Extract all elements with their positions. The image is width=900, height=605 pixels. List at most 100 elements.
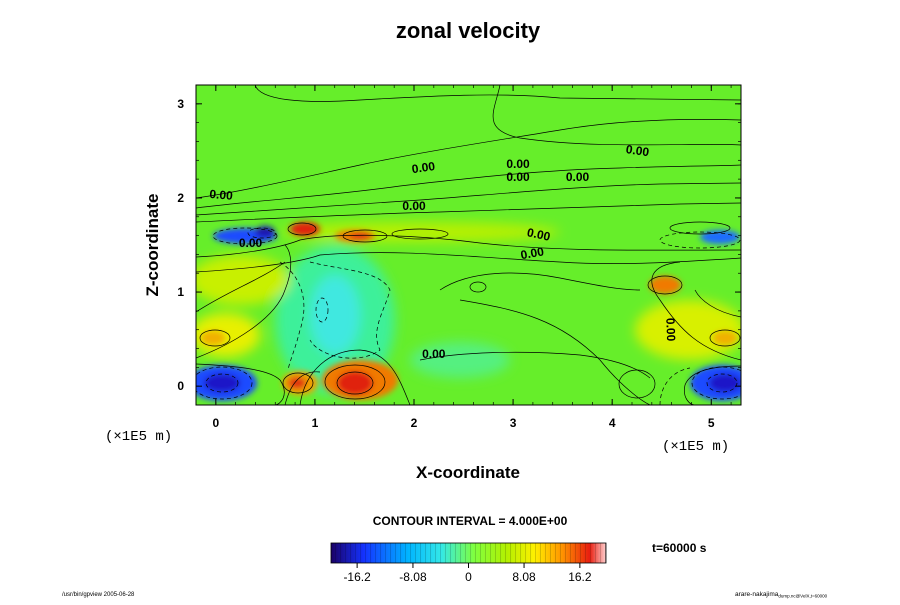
footer-right-sub: dump.nc@VelX,t=60000 xyxy=(778,594,827,599)
left-jet-min-core xyxy=(204,374,240,392)
y-tick-label: 1 xyxy=(177,285,184,299)
contour-line xyxy=(342,229,388,243)
shear-max-left xyxy=(290,222,320,236)
footer-right: arare-nakajimadump.nc@VelX,t=60000 xyxy=(735,591,828,599)
left-lower-max xyxy=(201,331,225,345)
y-tick-label: 0 xyxy=(177,379,184,393)
contour-label: 0.00 xyxy=(402,199,426,213)
footer-right-main: arare-nakajima xyxy=(735,591,779,598)
contour-line xyxy=(196,202,741,223)
central-cyan-core xyxy=(310,275,360,355)
contour-line xyxy=(196,252,741,273)
chart-title: zonal velocity xyxy=(396,18,541,43)
colorbar-level-ticks xyxy=(331,543,606,563)
colorbar-tick-label: 16.2 xyxy=(568,570,592,584)
contour-label: 0.00 xyxy=(239,236,263,250)
contour-line xyxy=(196,182,741,216)
contour-label: 0.00 xyxy=(519,244,545,262)
colorbar-tick-label: 8.08 xyxy=(512,570,536,584)
colorbar: -16.2 -8.08 0 8.08 16.2 xyxy=(330,542,607,584)
y-tick-label: 3 xyxy=(177,97,184,111)
x-unit-label-right: (×1E5 m) xyxy=(662,439,729,455)
negative-contour-line xyxy=(659,367,691,405)
negative-contour-line xyxy=(659,231,741,249)
contour-line xyxy=(199,329,231,347)
lower-left-yellow xyxy=(196,313,260,357)
colorbar-tick-label: -8.08 xyxy=(399,570,427,584)
y-tick-label: 2 xyxy=(177,191,184,205)
contour-line xyxy=(196,244,292,359)
contour-line xyxy=(284,371,321,405)
contour-line xyxy=(618,369,656,399)
plot-frame xyxy=(195,84,742,406)
x-unit-label-left: (×1E5 m) xyxy=(105,429,172,445)
x-tick-label: 2 xyxy=(411,416,418,430)
contour-label: 0.00 xyxy=(411,159,436,176)
negative-contour-line xyxy=(212,227,278,245)
contour-line xyxy=(324,364,386,400)
contour-label: 0.00 xyxy=(506,170,530,184)
contour-line xyxy=(694,289,741,318)
contour-label: 0.00 xyxy=(422,347,446,361)
contour-labels: 0.000.000.000.000.000.00 0.000.000.000.00… xyxy=(209,142,678,361)
contour-line xyxy=(282,372,314,394)
shear-min-right xyxy=(700,230,740,244)
x-axis-title: X-coordinate xyxy=(416,463,520,482)
contour-line xyxy=(709,329,741,347)
x-tick-label: 0 xyxy=(212,416,219,430)
colorbar-tick-label: -16.2 xyxy=(343,570,371,584)
contour-line xyxy=(196,234,741,258)
contour-line xyxy=(391,228,449,240)
negative-contour-line xyxy=(247,227,277,239)
time-label: t=60000 s xyxy=(652,541,707,555)
negative-contour-line xyxy=(309,261,391,359)
right-jet-min-core xyxy=(709,374,741,392)
contour-line xyxy=(439,272,641,291)
contour-line xyxy=(196,118,741,199)
y-axis-title: Z-coordinate xyxy=(143,194,162,297)
x-axis: 0 1 2 3 4 5 xyxy=(195,85,732,430)
field-extrema xyxy=(196,222,741,401)
contour-line xyxy=(336,371,374,395)
contour-line xyxy=(651,261,741,361)
contour-line xyxy=(459,299,651,405)
negative-contour-line xyxy=(706,373,738,393)
contour-line xyxy=(492,85,741,146)
plot-area: 0.000.000.000.000.000.00 0.000.000.000.00… xyxy=(196,85,741,405)
contour-line xyxy=(196,164,741,209)
contour-label: 0.00 xyxy=(506,157,530,171)
colorbar-ticks: -16.2 -8.08 0 8.08 16.2 xyxy=(343,563,592,584)
contour-label: 0.00 xyxy=(209,187,234,203)
negative-contour-line xyxy=(279,261,305,371)
contour-label: 0.00 xyxy=(566,170,590,184)
colorbar-tick-label: 0 xyxy=(465,570,472,584)
right-yellow xyxy=(635,300,741,360)
lower-max-main-core xyxy=(337,371,373,395)
contour-line xyxy=(669,221,731,235)
negative-contour-line xyxy=(196,366,253,400)
y-axis: 0 1 2 3 xyxy=(177,97,741,406)
lower-center-cyan xyxy=(410,342,510,378)
upper-left-yellow xyxy=(196,255,290,305)
footer-left: /usr/bin/gpview 2005-06-28 xyxy=(62,592,135,598)
lower-max-left-core xyxy=(288,377,306,389)
contour-line xyxy=(299,349,411,405)
negative-contour-line xyxy=(205,373,239,393)
contour-line xyxy=(254,85,741,102)
contour-label: 0.00 xyxy=(526,225,552,244)
negative-contour-lines xyxy=(196,227,741,405)
shear-min-dark xyxy=(255,226,275,238)
contour-label: 0.00 xyxy=(625,142,650,159)
negative-contour-line xyxy=(315,297,329,323)
contour-line xyxy=(196,261,286,313)
contour-line xyxy=(196,363,285,405)
contour-line xyxy=(287,222,317,236)
x-tick-label: 1 xyxy=(312,416,319,430)
x-tick-label: 3 xyxy=(510,416,517,430)
contour-lines xyxy=(196,85,741,405)
contour-interval-text: CONTOUR INTERVAL = 4.000E+00 xyxy=(373,514,568,528)
shear-max-right-core xyxy=(350,233,370,239)
right-max xyxy=(649,276,681,294)
